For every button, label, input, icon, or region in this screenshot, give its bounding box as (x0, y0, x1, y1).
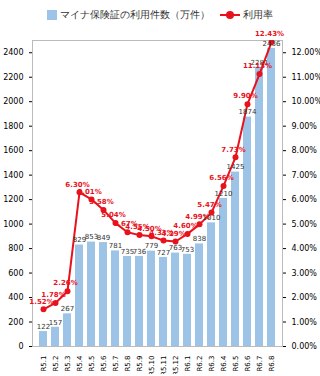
svg-text:5.00%: 5.00% (292, 220, 318, 229)
svg-text:R5.8: R5.8 (124, 356, 132, 372)
svg-text:1000: 1000 (3, 220, 23, 229)
svg-text:6.01%: 6.01% (77, 188, 101, 196)
svg-text:R6.5: R6.5 (232, 356, 240, 372)
svg-text:849: 849 (97, 234, 110, 242)
svg-text:267: 267 (61, 305, 74, 313)
svg-text:R6.2: R6.2 (196, 356, 204, 372)
svg-text:R6.1: R6.1 (184, 356, 192, 372)
svg-text:1400: 1400 (3, 171, 23, 180)
svg-text:11.13%: 11.13% (243, 62, 272, 70)
svg-text:4.60%: 4.60% (173, 222, 197, 230)
svg-text:5.04%: 5.04% (101, 211, 125, 219)
svg-text:5.47%: 5.47% (197, 201, 221, 209)
svg-text:781: 781 (108, 242, 123, 251)
svg-text:0: 0 (18, 342, 23, 351)
svg-text:4.29%: 4.29% (161, 230, 185, 238)
svg-text:0.00%: 0.00% (292, 342, 318, 351)
svg-text:7.00%: 7.00% (292, 171, 318, 180)
svg-text:6.30%: 6.30% (65, 180, 90, 189)
svg-text:R5.1: R5.1 (40, 356, 48, 372)
svg-text:4.99%: 4.99% (185, 213, 209, 221)
svg-text:R5.12: R5.12 (172, 356, 180, 375)
svg-text:R5.9: R5.9 (136, 356, 144, 372)
svg-text:763: 763 (168, 244, 183, 253)
svg-text:11.00%: 11.00% (292, 73, 320, 82)
svg-text:2200: 2200 (3, 73, 23, 82)
svg-text:800: 800 (8, 244, 23, 253)
svg-text:6.56%: 6.56% (209, 174, 233, 182)
svg-text:3.00%: 3.00% (292, 269, 318, 278)
svg-text:1200: 1200 (3, 195, 23, 204)
svg-text:R5.2: R5.2 (52, 356, 60, 372)
svg-text:1425: 1425 (227, 163, 245, 171)
svg-text:727: 727 (156, 248, 171, 257)
html-text:マイナ保険証の利用件数（万件）: マイナ保険証の利用件数（万件） (60, 9, 210, 20)
svg-text:200: 200 (8, 318, 23, 327)
svg-text:1800: 1800 (3, 122, 23, 131)
svg-text:829: 829 (72, 236, 87, 245)
svg-text:2000: 2000 (3, 97, 23, 106)
svg-text:R6.7: R6.7 (256, 356, 264, 372)
svg-text:9.90%: 9.90% (233, 92, 257, 100)
svg-text:779: 779 (144, 242, 159, 251)
svg-text:4.00%: 4.00% (292, 244, 318, 253)
svg-text:2436: 2436 (263, 40, 281, 48)
svg-text:600: 600 (8, 269, 23, 278)
svg-text:1.52%: 1.52% (29, 297, 54, 306)
svg-text:12.43%: 12.43% (255, 30, 284, 38)
svg-text:10.00%: 10.00% (292, 97, 320, 106)
svg-text:1600: 1600 (3, 146, 23, 155)
svg-text:853: 853 (84, 233, 99, 242)
svg-text:R5.4: R5.4 (76, 355, 84, 372)
svg-text:2.00%: 2.00% (292, 293, 318, 302)
svg-text:9.00%: 9.00% (292, 122, 318, 131)
svg-text:1.00%: 1.00% (292, 318, 318, 327)
svg-text:8.00%: 8.00% (292, 146, 318, 155)
svg-text:7.73%: 7.73% (221, 146, 245, 154)
svg-text:736: 736 (132, 247, 147, 256)
svg-text:1.78%: 1.78% (41, 291, 65, 299)
svg-text:R6.8: R6.8 (268, 356, 276, 372)
svg-text:5.58%: 5.58% (89, 198, 113, 206)
svg-text:R5.11: R5.11 (160, 356, 168, 375)
svg-text:R5.3: R5.3 (64, 356, 72, 372)
svg-text:400: 400 (8, 293, 23, 302)
svg-text:R5.6: R5.6 (100, 355, 108, 372)
svg-text:R5.10: R5.10 (148, 356, 156, 375)
html-text:利用率: 利用率 (243, 9, 273, 20)
svg-text:122: 122 (36, 322, 51, 331)
svg-text:838: 838 (193, 235, 206, 243)
svg-text:157: 157 (49, 319, 62, 327)
svg-text:2.26%: 2.26% (53, 279, 77, 287)
svg-text:6.00%: 6.00% (292, 195, 318, 204)
svg-text:753: 753 (181, 246, 194, 254)
svg-text:R5.7: R5.7 (112, 356, 120, 372)
svg-text:R5.5: R5.5 (88, 356, 96, 372)
svg-text:12.00%: 12.00% (292, 48, 320, 57)
svg-text:1874: 1874 (239, 108, 257, 116)
svg-text:735: 735 (120, 247, 135, 256)
svg-text:R6.3: R6.3 (208, 356, 216, 372)
svg-text:1210: 1210 (215, 190, 233, 198)
svg-text:R6.6: R6.6 (244, 355, 252, 372)
svg-text:2400: 2400 (3, 48, 23, 57)
svg-text:1010: 1010 (202, 214, 221, 223)
svg-text:R6.4: R6.4 (220, 355, 228, 372)
